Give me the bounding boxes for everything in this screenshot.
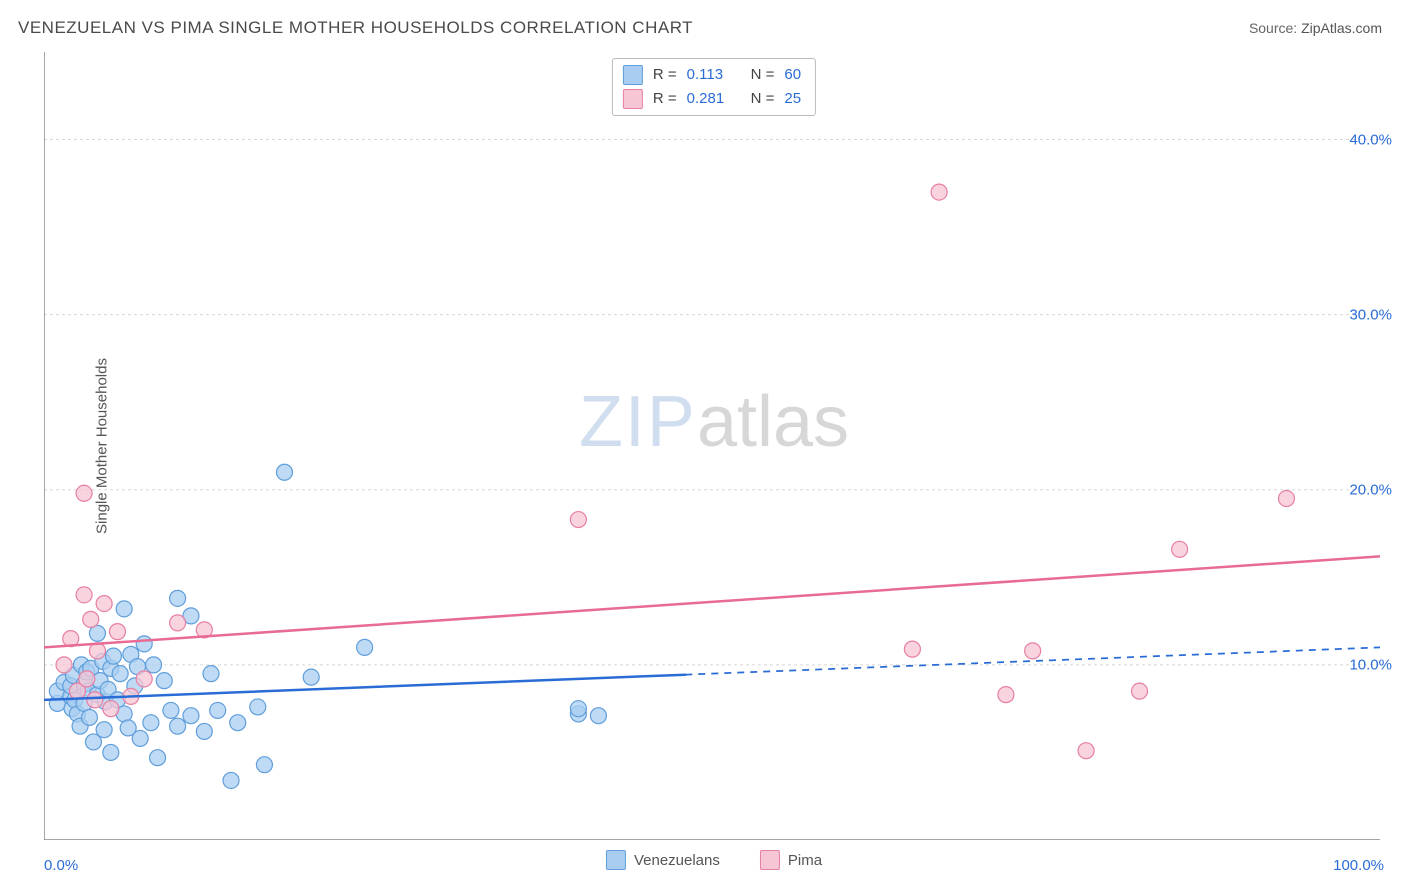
data-point (570, 701, 586, 717)
data-point (1278, 491, 1294, 507)
data-point (250, 699, 266, 715)
r-value: 0.113 (687, 63, 741, 87)
data-point (223, 772, 239, 788)
data-point (170, 590, 186, 606)
source-label: Source: (1249, 20, 1297, 36)
data-point (105, 648, 121, 664)
data-point (170, 615, 186, 631)
correlation-legend: R = 0.113 N = 60 R = 0.281 N = 25 (612, 58, 816, 116)
r-value: 0.281 (687, 87, 741, 111)
data-point (79, 671, 95, 687)
correlation-row: R = 0.281 N = 25 (623, 87, 801, 111)
data-point (83, 611, 99, 627)
data-point (998, 687, 1014, 703)
data-point (103, 744, 119, 760)
data-point (203, 666, 219, 682)
data-point (276, 464, 292, 480)
data-point (570, 512, 586, 528)
legend-label: Venezuelans (634, 852, 720, 869)
data-point (1132, 683, 1148, 699)
data-point (146, 657, 162, 673)
x-axis-min-label: 0.0% (44, 857, 78, 874)
data-point (357, 639, 373, 655)
n-label: N = (751, 63, 775, 87)
legend-label: Pima (788, 852, 822, 869)
data-point (56, 657, 72, 673)
y-tick-label: 10.0% (1349, 656, 1392, 673)
legend-swatch (623, 65, 643, 85)
r-label: R = (653, 87, 677, 111)
data-point (1172, 541, 1188, 557)
correlation-row: R = 0.113 N = 60 (623, 63, 801, 87)
scatter-plot-svg (44, 52, 1380, 840)
legend-item: Pima (760, 850, 822, 870)
data-point (81, 709, 97, 725)
data-point (76, 587, 92, 603)
data-point (1078, 743, 1094, 759)
data-point (196, 723, 212, 739)
data-point (96, 722, 112, 738)
data-point (170, 718, 186, 734)
data-point (76, 485, 92, 501)
data-point (136, 671, 152, 687)
data-point (904, 641, 920, 657)
data-point (163, 702, 179, 718)
data-point (96, 596, 112, 612)
series-legend: Venezuelans Pima (606, 850, 822, 870)
data-point (116, 601, 132, 617)
source-value: ZipAtlas.com (1301, 20, 1382, 36)
y-tick-label: 20.0% (1349, 481, 1392, 498)
data-point (183, 708, 199, 724)
data-point (109, 624, 125, 640)
data-point (112, 666, 128, 682)
n-label: N = (751, 87, 775, 111)
plot-area: Single Mother Households ZIPatlas R =0.1… (44, 52, 1384, 840)
legend-swatch (606, 850, 626, 870)
data-point (132, 730, 148, 746)
data-point (931, 184, 947, 200)
data-point (256, 757, 272, 773)
source-attribution: Source: ZipAtlas.com (1249, 20, 1382, 36)
legend-swatch (623, 89, 643, 109)
legend-swatch (760, 850, 780, 870)
data-point (1025, 643, 1041, 659)
y-tick-label: 30.0% (1349, 306, 1392, 323)
data-point (210, 702, 226, 718)
data-point (303, 669, 319, 685)
data-point (230, 715, 246, 731)
trend-line (44, 556, 1380, 647)
r-label: R = (653, 63, 677, 87)
chart-title: VENEZUELAN VS PIMA SINGLE MOTHER HOUSEHO… (18, 18, 693, 38)
data-point (590, 708, 606, 724)
n-value: 25 (784, 87, 801, 111)
legend-item: Venezuelans (606, 850, 720, 870)
data-point (143, 715, 159, 731)
x-axis-max-label: 100.0% (1333, 857, 1384, 874)
data-point (87, 692, 103, 708)
data-point (136, 636, 152, 652)
data-point (150, 750, 166, 766)
data-point (156, 673, 172, 689)
y-tick-label: 40.0% (1349, 131, 1392, 148)
n-value: 60 (784, 63, 801, 87)
data-point (103, 701, 119, 717)
